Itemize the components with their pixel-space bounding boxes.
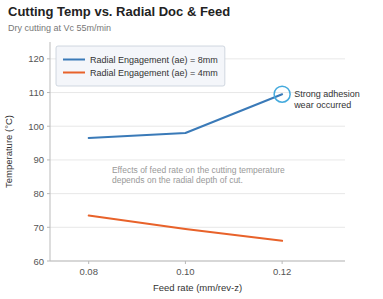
grid-line	[50, 227, 345, 228]
grid-line	[50, 159, 345, 160]
series-line	[89, 94, 282, 138]
text-line: wear occurred	[293, 100, 351, 110]
x-tick-label: 0.12	[273, 266, 292, 277]
y-tick-label: 70	[33, 222, 44, 233]
text-line: Strong adhesion	[294, 89, 360, 99]
y-tick-label: 60	[33, 256, 44, 267]
text-line: depends on the radial depth of cut.	[112, 175, 243, 185]
legend-swatch	[63, 72, 85, 74]
y-tick-label: 80	[33, 188, 44, 199]
y-axis	[50, 42, 51, 261]
annotation-circle	[274, 86, 290, 102]
legend: Radial Engagement (ae) = 8mm Radial Engag…	[56, 46, 225, 86]
y-tick-label: 110	[29, 87, 44, 98]
subtitle: Dry cutting at Vc 55m/min	[8, 23, 111, 33]
legend-box	[56, 46, 225, 86]
x-tick-label: 0.10	[176, 266, 195, 277]
chart: Cutting Temp vs. Radial Doc & Feed Dry cu…	[0, 0, 383, 299]
y-axis-label: Temperature (°C)	[3, 115, 14, 188]
grid-line	[50, 261, 345, 262]
series-line	[89, 216, 282, 241]
y-tick-label: 120	[28, 53, 44, 64]
y-tick-label: 100	[28, 121, 44, 132]
x-axis-label: Feed rate (mm/rev-z)	[153, 282, 242, 293]
title: Cutting Temp vs. Radial Doc & Feed	[8, 4, 230, 19]
annotation: Strong adhesionwear occurred	[293, 89, 360, 110]
grid-line	[50, 126, 345, 127]
legend-swatch	[63, 59, 85, 61]
legend-label: Radial Engagement (ae) = 4mm	[90, 68, 218, 78]
legend-label: Radial Engagement (ae) = 8mm	[90, 55, 218, 65]
x-axis	[50, 261, 345, 262]
grid-line	[50, 193, 345, 194]
x-tick-label: 0.08	[79, 266, 98, 277]
text-line: Effects of feed rate on the cutting temp…	[112, 165, 285, 175]
y-tick-label: 90	[33, 154, 44, 165]
note: Effects of feed rate on the cutting temp…	[112, 165, 285, 186]
